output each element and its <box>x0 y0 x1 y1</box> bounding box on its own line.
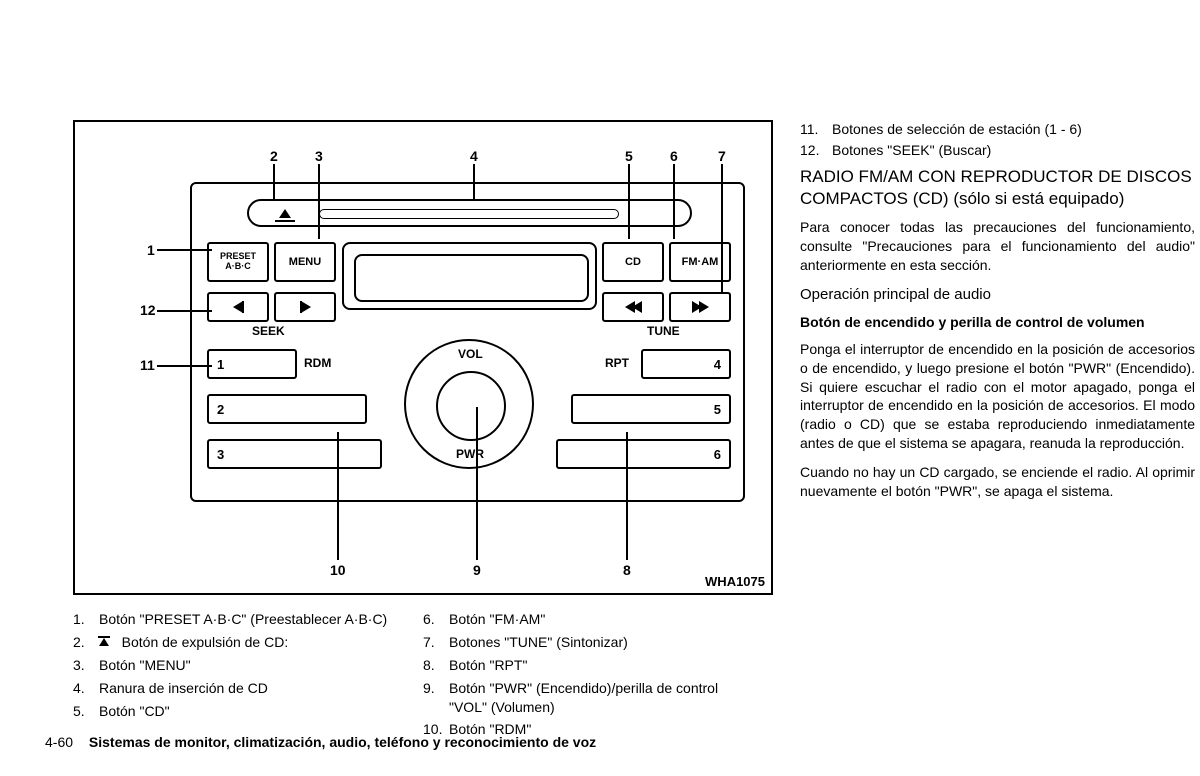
display <box>342 242 597 310</box>
radio-diagram: 2 3 4 5 6 7 1 12 11 10 9 8 <box>73 120 773 595</box>
rdm-label: RDM <box>304 356 331 370</box>
callout-4: 4 <box>470 148 478 164</box>
fmam-button: FM·AM <box>669 242 731 282</box>
subheading: Operación principal de audio <box>800 285 1195 305</box>
callout-7: 7 <box>718 148 726 164</box>
callout-9: 9 <box>473 562 481 578</box>
rpt-label: RPT <box>605 356 629 370</box>
tune-right <box>669 292 731 322</box>
legend-col-left: 1.Botón "PRESET A·B·C" (Preestablecer A·… <box>73 610 423 743</box>
paragraph: Cuando no hay un CD cargado, se enciende… <box>800 463 1195 501</box>
cd-slot <box>247 199 692 227</box>
callout-6: 6 <box>670 148 678 164</box>
callout-1: 1 <box>147 242 155 258</box>
menu-button: MENU <box>274 242 336 282</box>
legend-col-right: 6.Botón "FM·AM" 7.Botones "TUNE" (Sinton… <box>423 610 773 743</box>
seek-left <box>207 292 269 322</box>
right-column: 11.Botones de selección de estación (1 -… <box>800 120 1195 511</box>
tune-label: TUNE <box>647 324 680 338</box>
preset-5: 5 <box>571 394 731 424</box>
paragraph: Ponga el interruptor de encendido en la … <box>800 340 1195 453</box>
callout-11: 11 <box>140 357 155 373</box>
callout-12: 12 <box>140 302 156 318</box>
preset-6: 6 <box>556 439 731 469</box>
preset-1: 1 <box>207 349 297 379</box>
section-heading: RADIO FM/AM CON REPRODUCTOR DE DISCOS CO… <box>800 166 1195 210</box>
callout-8: 8 <box>623 562 631 578</box>
callout-10: 10 <box>330 562 346 578</box>
preset-3: 3 <box>207 439 382 469</box>
document-page: 2 3 4 5 6 7 1 12 11 10 9 8 <box>25 20 1175 756</box>
preset-2: 2 <box>207 394 367 424</box>
cd-button: CD <box>602 242 664 282</box>
image-id: WHA1075 <box>705 574 765 589</box>
subheading-bold: Botón de encendido y perilla de control … <box>800 313 1195 332</box>
callout-3: 3 <box>315 148 323 164</box>
page-number: 4-60 <box>45 734 73 750</box>
callout-2: 2 <box>270 148 278 164</box>
callout-5: 5 <box>625 148 633 164</box>
eject-icon <box>279 209 291 218</box>
preset-4: 4 <box>641 349 731 379</box>
footer-title: Sistemas de monitor, climatización, audi… <box>89 734 596 750</box>
seek-label: SEEK <box>252 324 285 338</box>
eject-icon-line <box>275 220 295 222</box>
paragraph: Para conocer todas las precauciones del … <box>800 218 1195 275</box>
radio-body: PRESET A·B·C MENU CD FM·AM SEEK <box>190 182 745 502</box>
page-footer: 4-60 Sistemas de monitor, climatización,… <box>45 734 596 750</box>
seek-right <box>274 292 336 322</box>
tune-left <box>602 292 664 322</box>
preset-button: PRESET A·B·C <box>207 242 269 282</box>
legend: 1.Botón "PRESET A·B·C" (Preestablecer A·… <box>73 610 773 743</box>
vol-pwr-knob: VOL PWR <box>404 339 534 469</box>
